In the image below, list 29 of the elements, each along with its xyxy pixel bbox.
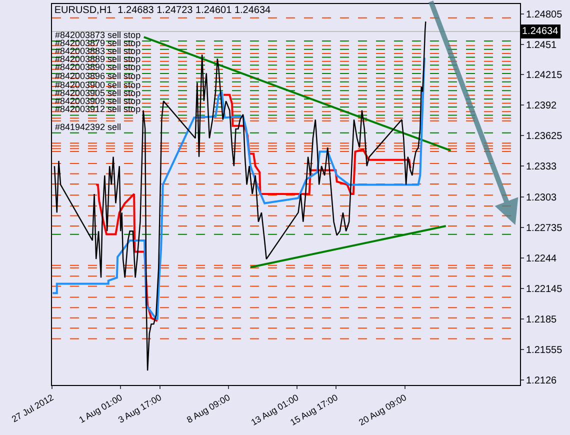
x-tick-label: 27 Jul 2012 xyxy=(10,392,56,424)
ref-line-label: #842003879 sell stop xyxy=(55,38,141,48)
chart-title: EURUSD,H1 1.24683 1.24723 1.24601 1.24634 xyxy=(54,4,272,16)
ref-line-label: #842003883 sell stop xyxy=(55,46,141,56)
ref-line-label: #842003873 sell stop xyxy=(55,30,141,40)
ref-line-label: #842003909 sell stop xyxy=(55,96,141,106)
y-tick-label: 1.2392 xyxy=(526,100,558,112)
line-series xyxy=(52,56,426,320)
y-tick-label: 1.2333 xyxy=(526,162,558,173)
y-tick-label: 1.2303 xyxy=(526,192,558,204)
y-tick-label: 1.22145 xyxy=(526,284,563,295)
y-tick-label: 1.2126 xyxy=(526,375,558,386)
ref-line-label: #842003900 sell stop xyxy=(55,80,141,90)
ref-line-label: #842003896 sell stop xyxy=(55,71,141,81)
y-tick-label: 1.24805 xyxy=(526,9,563,20)
y-tick-label: 1.2451 xyxy=(526,40,558,51)
y-tick-label: 1.2185 xyxy=(526,314,558,326)
ref-line-label: 1.24634 xyxy=(522,26,559,37)
y-tick-label: 1.21555 xyxy=(526,344,563,356)
ref-line-label: #842003890 sell stop xyxy=(55,62,141,72)
y-tick-label: 1.23625 xyxy=(526,131,563,142)
ref-line-label: #842003905 sell stop xyxy=(55,88,141,98)
y-tick-label: 1.24215 xyxy=(526,70,563,82)
ref-line-label: #841942392 sell xyxy=(55,122,122,132)
y-tick-label: 1.2244 xyxy=(526,254,558,264)
line-series xyxy=(54,20,426,372)
y-tick-label: 1.22735 xyxy=(526,223,563,234)
ref-line-label: #842003912 sell stop xyxy=(55,104,141,114)
ref-line-label: #842003889 sell stop xyxy=(55,54,141,64)
